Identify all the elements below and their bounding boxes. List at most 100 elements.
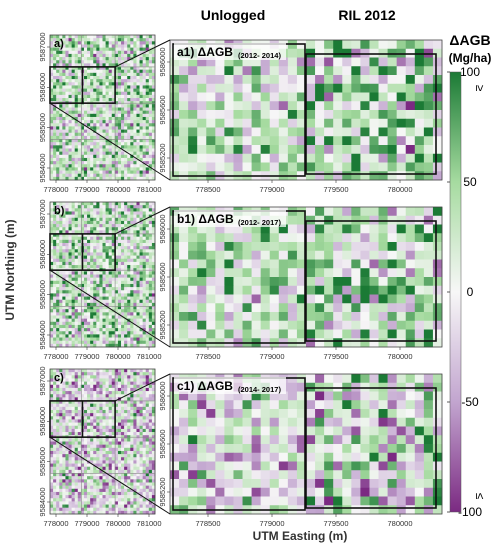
overview-cell [90,57,94,61]
overview-cell [130,60,134,64]
overview-cell [114,315,119,319]
overview-cell [145,211,150,215]
overview-cell [71,397,76,401]
overview-cell [111,123,116,127]
zoom-cell [287,259,298,269]
overview-cell [114,312,119,316]
overview-cell [108,123,113,127]
overview-cell [136,94,140,99]
overview-cell [105,375,109,379]
overview-cell [139,271,143,275]
overview-cell [102,239,106,244]
overview-cell [74,413,79,417]
overview-cell [151,302,156,307]
overview-cell [99,82,103,86]
zoom-cell [233,83,243,93]
overview-cell [105,419,109,423]
overview-cell [50,161,54,165]
overview-cell [56,88,60,93]
zoom-cell [224,118,234,128]
overview-cell [108,129,113,134]
overview-cell [68,154,72,159]
overview-cell [102,57,106,61]
overview-cell [96,57,100,61]
overview-cell [114,220,119,225]
overview-cell [68,60,72,64]
overview-cell [145,47,150,52]
overview-cell [151,315,156,319]
overview-cell [93,315,97,319]
overview-cell [105,318,109,323]
overview-cell [145,120,150,124]
zoom-cell [278,224,289,234]
overview-cell [50,258,54,263]
overview-cell [74,274,79,278]
overview-cell [121,372,125,376]
overview-cell [111,135,116,140]
overview-cell [53,211,57,215]
overview-cell [65,214,69,219]
overview-cell [151,428,156,433]
zoom-label-background [174,43,286,60]
overview-cell [83,309,88,313]
overview-cell [99,44,103,48]
zoom-cell [206,233,216,243]
overview-cell [117,57,122,61]
overview-cell [68,202,72,206]
overview-cell [93,217,97,222]
overview-cell [130,50,134,55]
zoom-cell [206,162,216,172]
overview-cell [56,400,60,404]
overview-cell [59,422,63,427]
overview-cell [65,63,69,67]
overview-cell [93,277,97,282]
overview-cell [87,82,91,86]
overview-cell [80,120,85,124]
zoom-cell [432,66,443,76]
overview-cell [65,378,69,382]
overview-cell [56,337,60,341]
overview-cell [114,372,119,376]
zoom-cell [269,136,280,146]
overview-cell [53,419,57,423]
overview-cell [96,211,100,215]
overview-cell [117,280,122,285]
zoom-cell [233,303,243,313]
overview-cell [127,419,131,423]
overview-cell [114,98,119,102]
overview-cell [99,107,103,111]
overview-cell [65,343,69,348]
overview-cell [102,104,106,108]
overview-cell [148,409,153,414]
zoom-cell [215,145,225,155]
overview-cell [56,290,60,294]
overview-cell [127,173,131,178]
overview-cell [68,35,72,39]
overview-cell [114,75,119,80]
zoom-cell [197,162,207,172]
zoom-x-tick-label: 780000 [387,352,412,361]
overview-cell [105,126,109,130]
overview-cell [108,413,113,417]
overview-cell [90,400,94,404]
zoom-cell [324,118,334,128]
zoom-cell [315,101,325,111]
overview-cell [148,85,153,89]
zoom-cell [360,329,370,339]
overview-cell [99,176,103,181]
overview-cell [53,224,57,228]
zoom-cell [405,127,416,137]
overview-cell [127,425,131,430]
overview-cell [53,340,57,345]
overview-cell [133,306,137,310]
overview-cell [87,167,91,171]
overview-cell [111,403,116,408]
zoom-cell [306,136,316,146]
zoom-cell [170,233,180,243]
zoom-cell [179,285,189,295]
overview-cell [65,328,69,332]
overview-cell [65,135,69,140]
overview-cell [117,60,122,64]
overview-cell [108,227,113,231]
overview-cell [136,120,140,124]
